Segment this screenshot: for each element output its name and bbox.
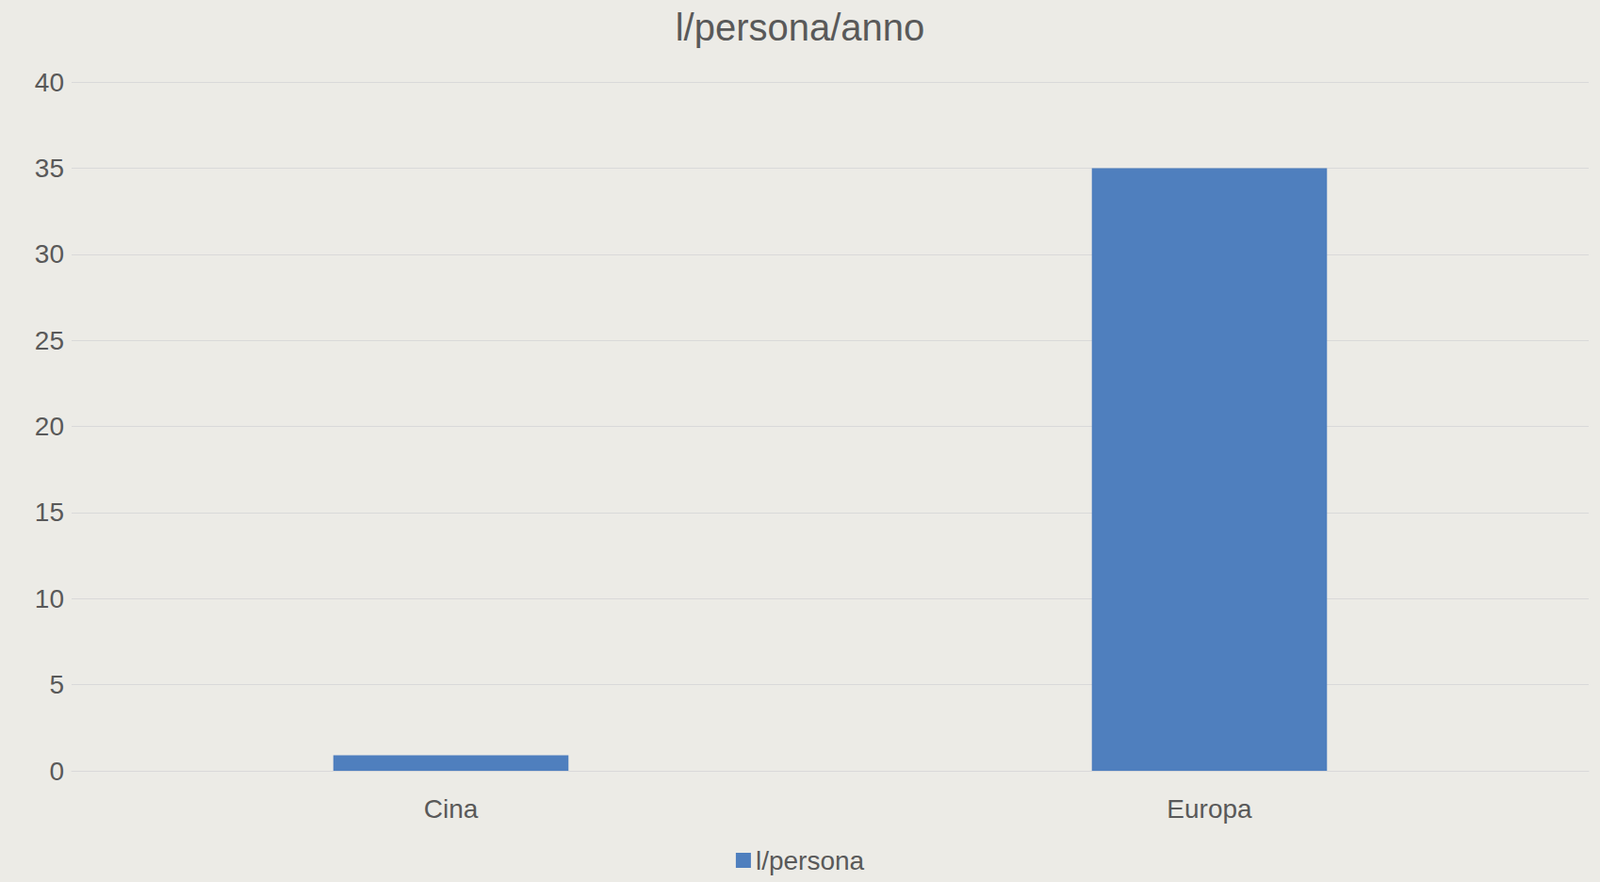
svg-text:5: 5 bbox=[48, 669, 65, 700]
svg-text:35: 35 bbox=[34, 153, 65, 183]
svg-text:Europa: Europa bbox=[1166, 794, 1253, 824]
svg-text:10: 10 bbox=[34, 584, 65, 614]
svg-text:20: 20 bbox=[34, 411, 65, 441]
svg-text:15: 15 bbox=[34, 497, 65, 527]
svg-text:l/persona/anno: l/persona/anno bbox=[675, 6, 926, 49]
svg-text:30: 30 bbox=[34, 239, 65, 269]
svg-text:25: 25 bbox=[34, 326, 65, 356]
svg-text:Cina: Cina bbox=[424, 794, 479, 824]
svg-text:0: 0 bbox=[48, 756, 65, 786]
svg-text:40: 40 bbox=[34, 67, 65, 98]
svg-text:l/persona: l/persona bbox=[755, 846, 866, 876]
